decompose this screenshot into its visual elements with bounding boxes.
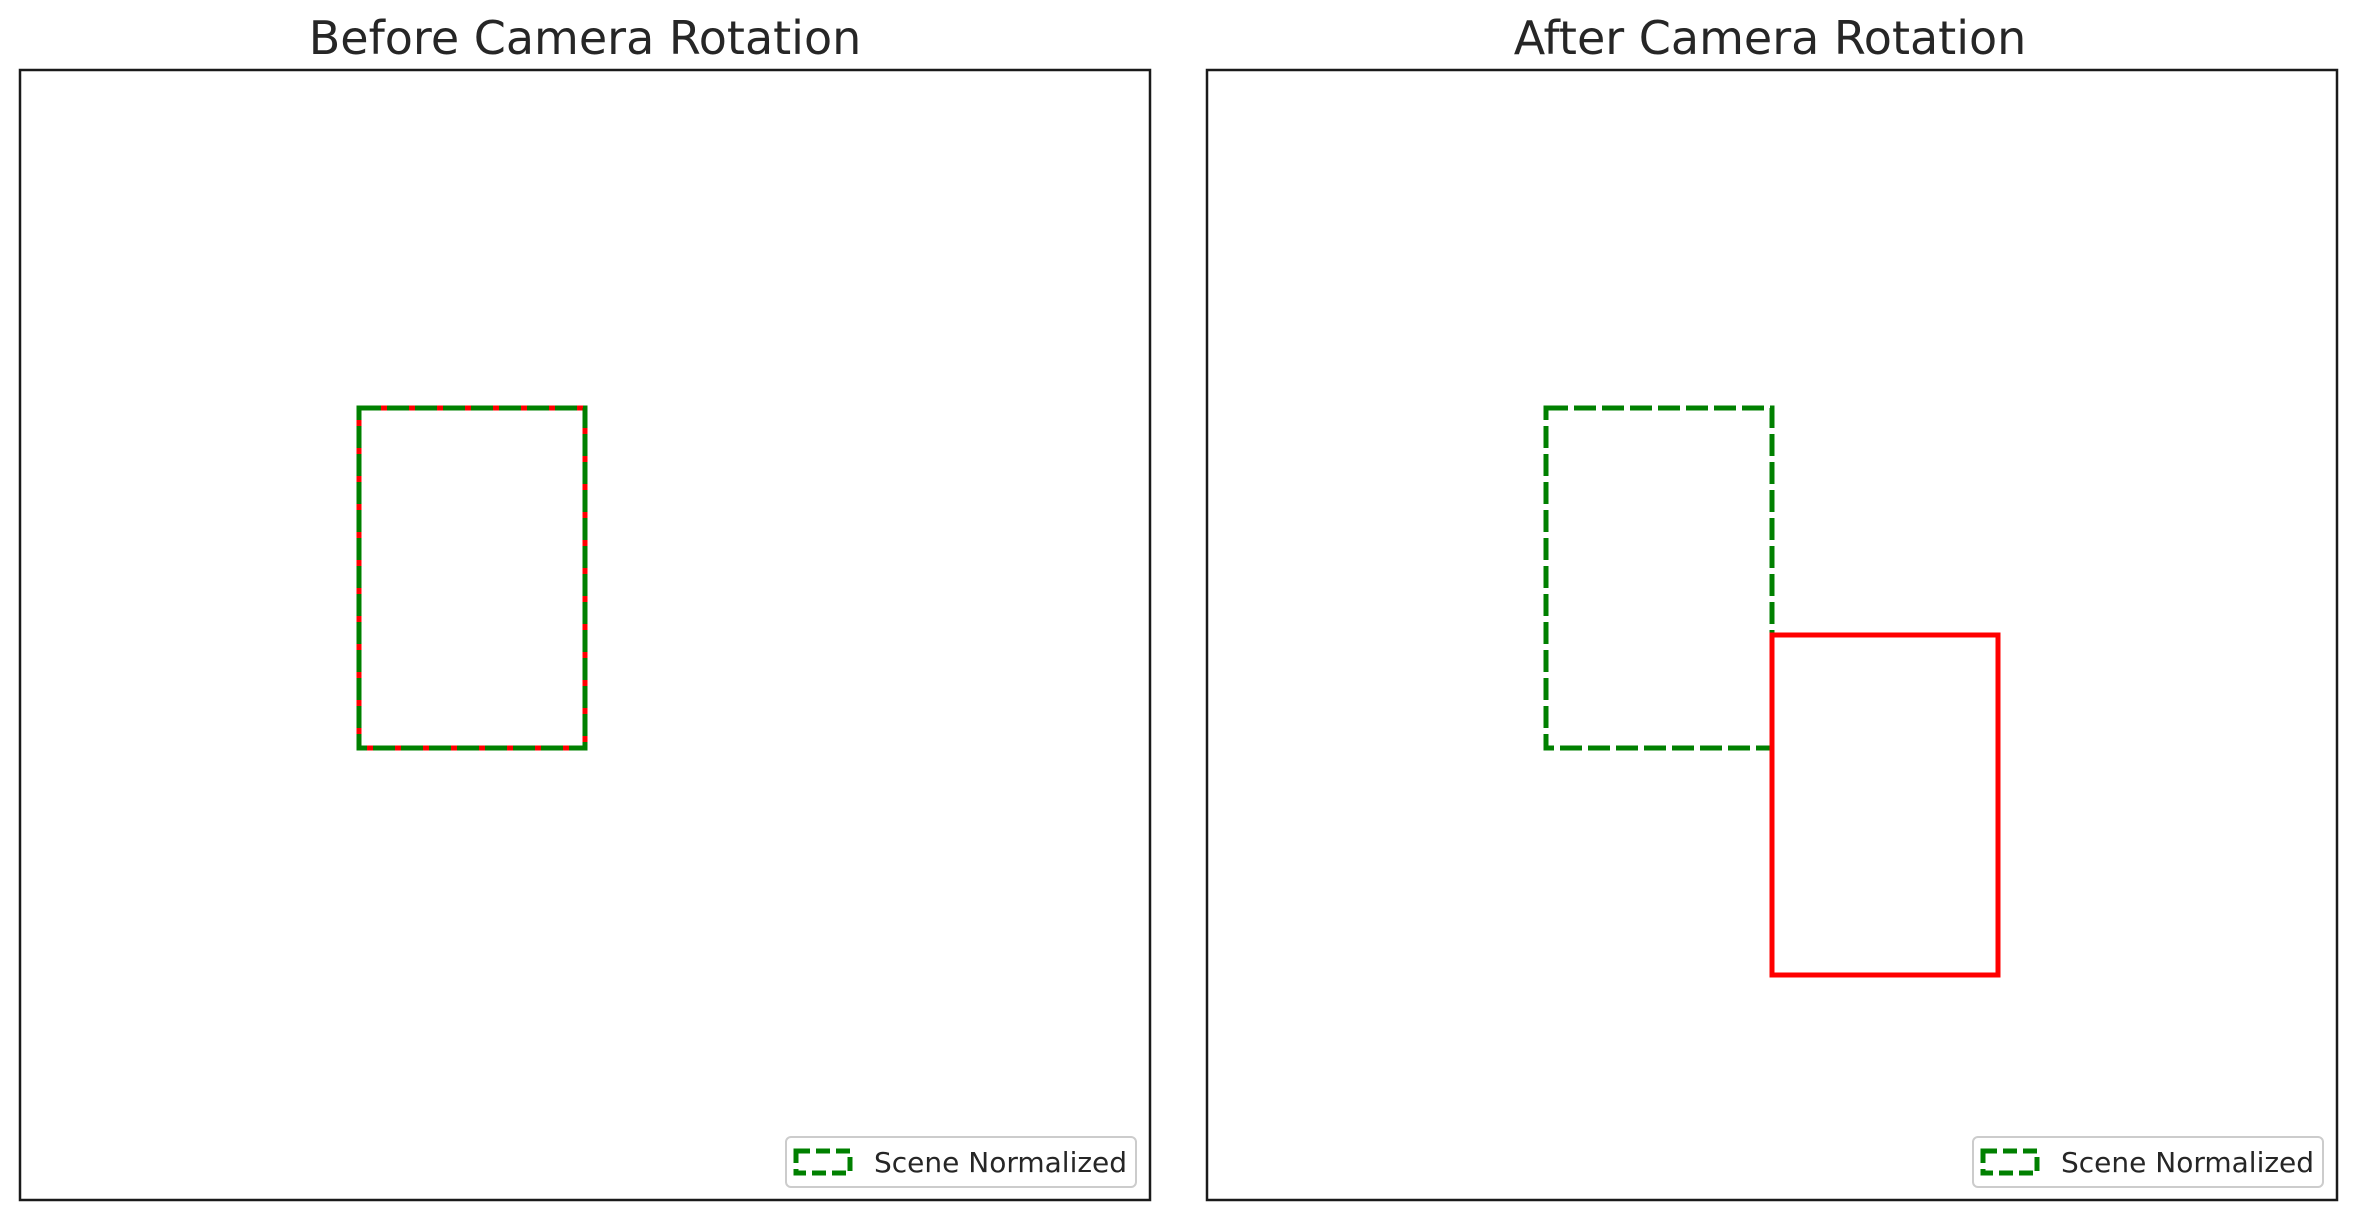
legend-before: Scene Normalized: [785, 1136, 1137, 1188]
panel-after: Scene Normalized: [1205, 68, 2339, 1202]
panel-title-after: After Camera Rotation: [1513, 11, 2027, 65]
legend-after: Scene Normalized: [1972, 1136, 2324, 1188]
scene-normalized-rect-before: [356, 405, 588, 751]
legend-box-after: [1972, 1136, 2324, 1188]
camera-view-rect-after: [1769, 632, 2001, 978]
legend-swatch-before: [793, 1148, 853, 1176]
legend-box-before: [785, 1136, 1137, 1188]
legend-swatch-after: [1980, 1148, 2040, 1176]
panel-before: Scene Normalized: [18, 68, 1152, 1202]
panel-title-before: Before Camera Rotation: [308, 11, 862, 65]
legend-label-before: Scene Normalized: [874, 1146, 1127, 1179]
scene-normalized-rect-after: [1543, 405, 1775, 751]
legend-label-after: Scene Normalized: [2061, 1146, 2314, 1179]
